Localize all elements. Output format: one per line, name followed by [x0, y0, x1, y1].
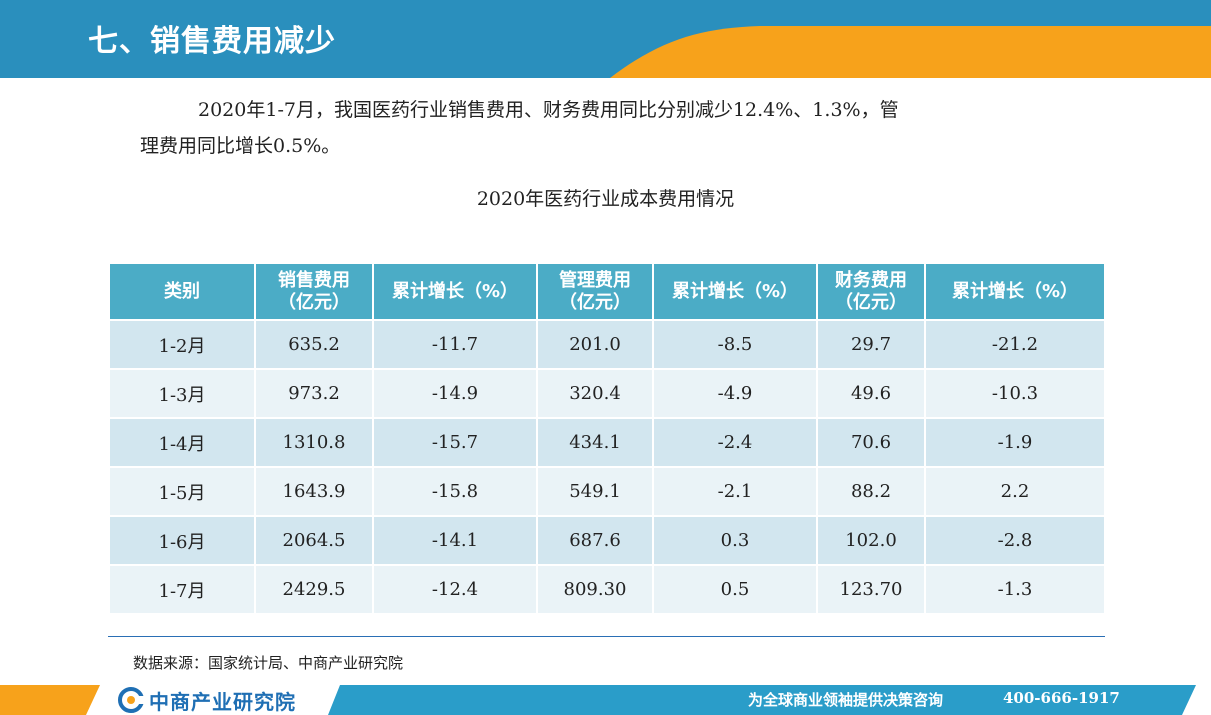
table-cell: 49.6	[816, 368, 926, 419]
table-cell: -2.8	[924, 515, 1106, 566]
header-admin-expense: 管理费用 （亿元）	[536, 262, 654, 321]
table-cell: 549.1	[536, 466, 654, 517]
footer-bar	[0, 685, 1196, 715]
table-cell: 70.6	[816, 417, 926, 468]
summary-line-2: 理费用同比增长0.5%。	[140, 135, 341, 157]
cost-table: 类别 销售费用 （亿元） 累计增长（%） 管理费用 （亿元） 累计增长（%） 财务费…	[108, 262, 1106, 615]
table-cell: -10.3	[924, 368, 1106, 419]
table-cell: 2429.5	[254, 564, 374, 615]
table-cell: -8.5	[652, 319, 818, 370]
table-row: 1-4月 1310.8 -15.7 434.1 -2.4 70.6 -1.9	[108, 417, 1106, 468]
table-cell: 1-3月	[108, 368, 256, 419]
table-cell: -14.9	[372, 368, 538, 419]
page-title: 七、销售费用减少	[88, 24, 336, 59]
table-cell: -15.7	[372, 417, 538, 468]
table-cell: -4.9	[652, 368, 818, 419]
data-source: 数据来源：国家统计局、中商产业研究院	[133, 654, 404, 672]
logo-text: 中商产业研究院	[149, 689, 296, 714]
table-cell: 1-6月	[108, 515, 256, 566]
header-sales-growth: 累计增长（%）	[372, 262, 538, 321]
footer-slogan: 为全球商业领袖提供决策咨询	[748, 691, 944, 709]
table-cell: -12.4	[372, 564, 538, 615]
header-finance-growth: 累计增长（%）	[924, 262, 1106, 321]
table-cell: 1-5月	[108, 466, 256, 517]
table-row: 1-6月 2064.5 -14.1 687.6 0.3 102.0 -2.8	[108, 515, 1106, 566]
table-cell: 1-4月	[108, 417, 256, 468]
table-cell: 2.2	[924, 466, 1106, 517]
table-title: 2020年医药行业成本费用情况	[476, 188, 735, 210]
table-cell: 687.6	[536, 515, 654, 566]
table-cell: 0.5	[652, 564, 818, 615]
table-cell: 88.2	[816, 466, 926, 517]
footer-phone: 400-666-1917	[1003, 689, 1120, 707]
header-bar: 七、销售费用减少	[0, 0, 1211, 78]
table-cell: -2.1	[652, 466, 818, 517]
header-category: 类别	[108, 262, 256, 321]
header-sales-expense: 销售费用 （亿元）	[254, 262, 374, 321]
table-cell: 1310.8	[254, 417, 374, 468]
table-cell: 2064.5	[254, 515, 374, 566]
table-row: 1-7月 2429.5 -12.4 809.30 0.5 123.70 -1.3	[108, 564, 1106, 615]
header-accent-shape	[610, 26, 1211, 78]
table-cell: 1-7月	[108, 564, 256, 615]
table-cell: -1.3	[924, 564, 1106, 615]
table-cell: -1.9	[924, 417, 1106, 468]
table-cell: 102.0	[816, 515, 926, 566]
table-row: 1-3月 973.2 -14.9 320.4 -4.9 49.6 -10.3	[108, 368, 1106, 419]
source-divider	[108, 636, 1105, 637]
table-cell: 29.7	[816, 319, 926, 370]
header-finance-expense: 财务费用 （亿元）	[816, 262, 926, 321]
table-cell: -2.4	[652, 417, 818, 468]
table-row: 1-2月 635.2 -11.7 201.0 -8.5 29.7 -21.2	[108, 319, 1106, 370]
table-cell: 434.1	[536, 417, 654, 468]
table-cell: 201.0	[536, 319, 654, 370]
table-cell: 1643.9	[254, 466, 374, 517]
table-cell: 1-2月	[108, 319, 256, 370]
table-cell: 0.3	[652, 515, 818, 566]
table-cell: 973.2	[254, 368, 374, 419]
table-cell: -21.2	[924, 319, 1106, 370]
table-cell: -11.7	[372, 319, 538, 370]
company-logo: 中商产业研究院	[118, 686, 296, 714]
table-cell: 809.30	[536, 564, 654, 615]
table-header-row: 类别 销售费用 （亿元） 累计增长（%） 管理费用 （亿元） 累计增长（%） 财务费…	[108, 262, 1106, 321]
header-admin-growth: 累计增长（%）	[652, 262, 818, 321]
table-cell: 635.2	[254, 319, 374, 370]
logo-mark-icon	[118, 687, 144, 713]
table-cell: 123.70	[816, 564, 926, 615]
table-row: 1-5月 1643.9 -15.8 549.1 -2.1 88.2 2.2	[108, 466, 1106, 517]
summary-line-1: 2020年1-7月，我国医药行业销售费用、财务费用同比分别减少12.4%、1.3…	[198, 99, 899, 121]
summary-paragraph: 2020年1-7月，我国医药行业销售费用、财务费用同比分别减少12.4%、1.3…	[140, 92, 1080, 164]
table-cell: -14.1	[372, 515, 538, 566]
table-cell: -15.8	[372, 466, 538, 517]
table-cell: 320.4	[536, 368, 654, 419]
